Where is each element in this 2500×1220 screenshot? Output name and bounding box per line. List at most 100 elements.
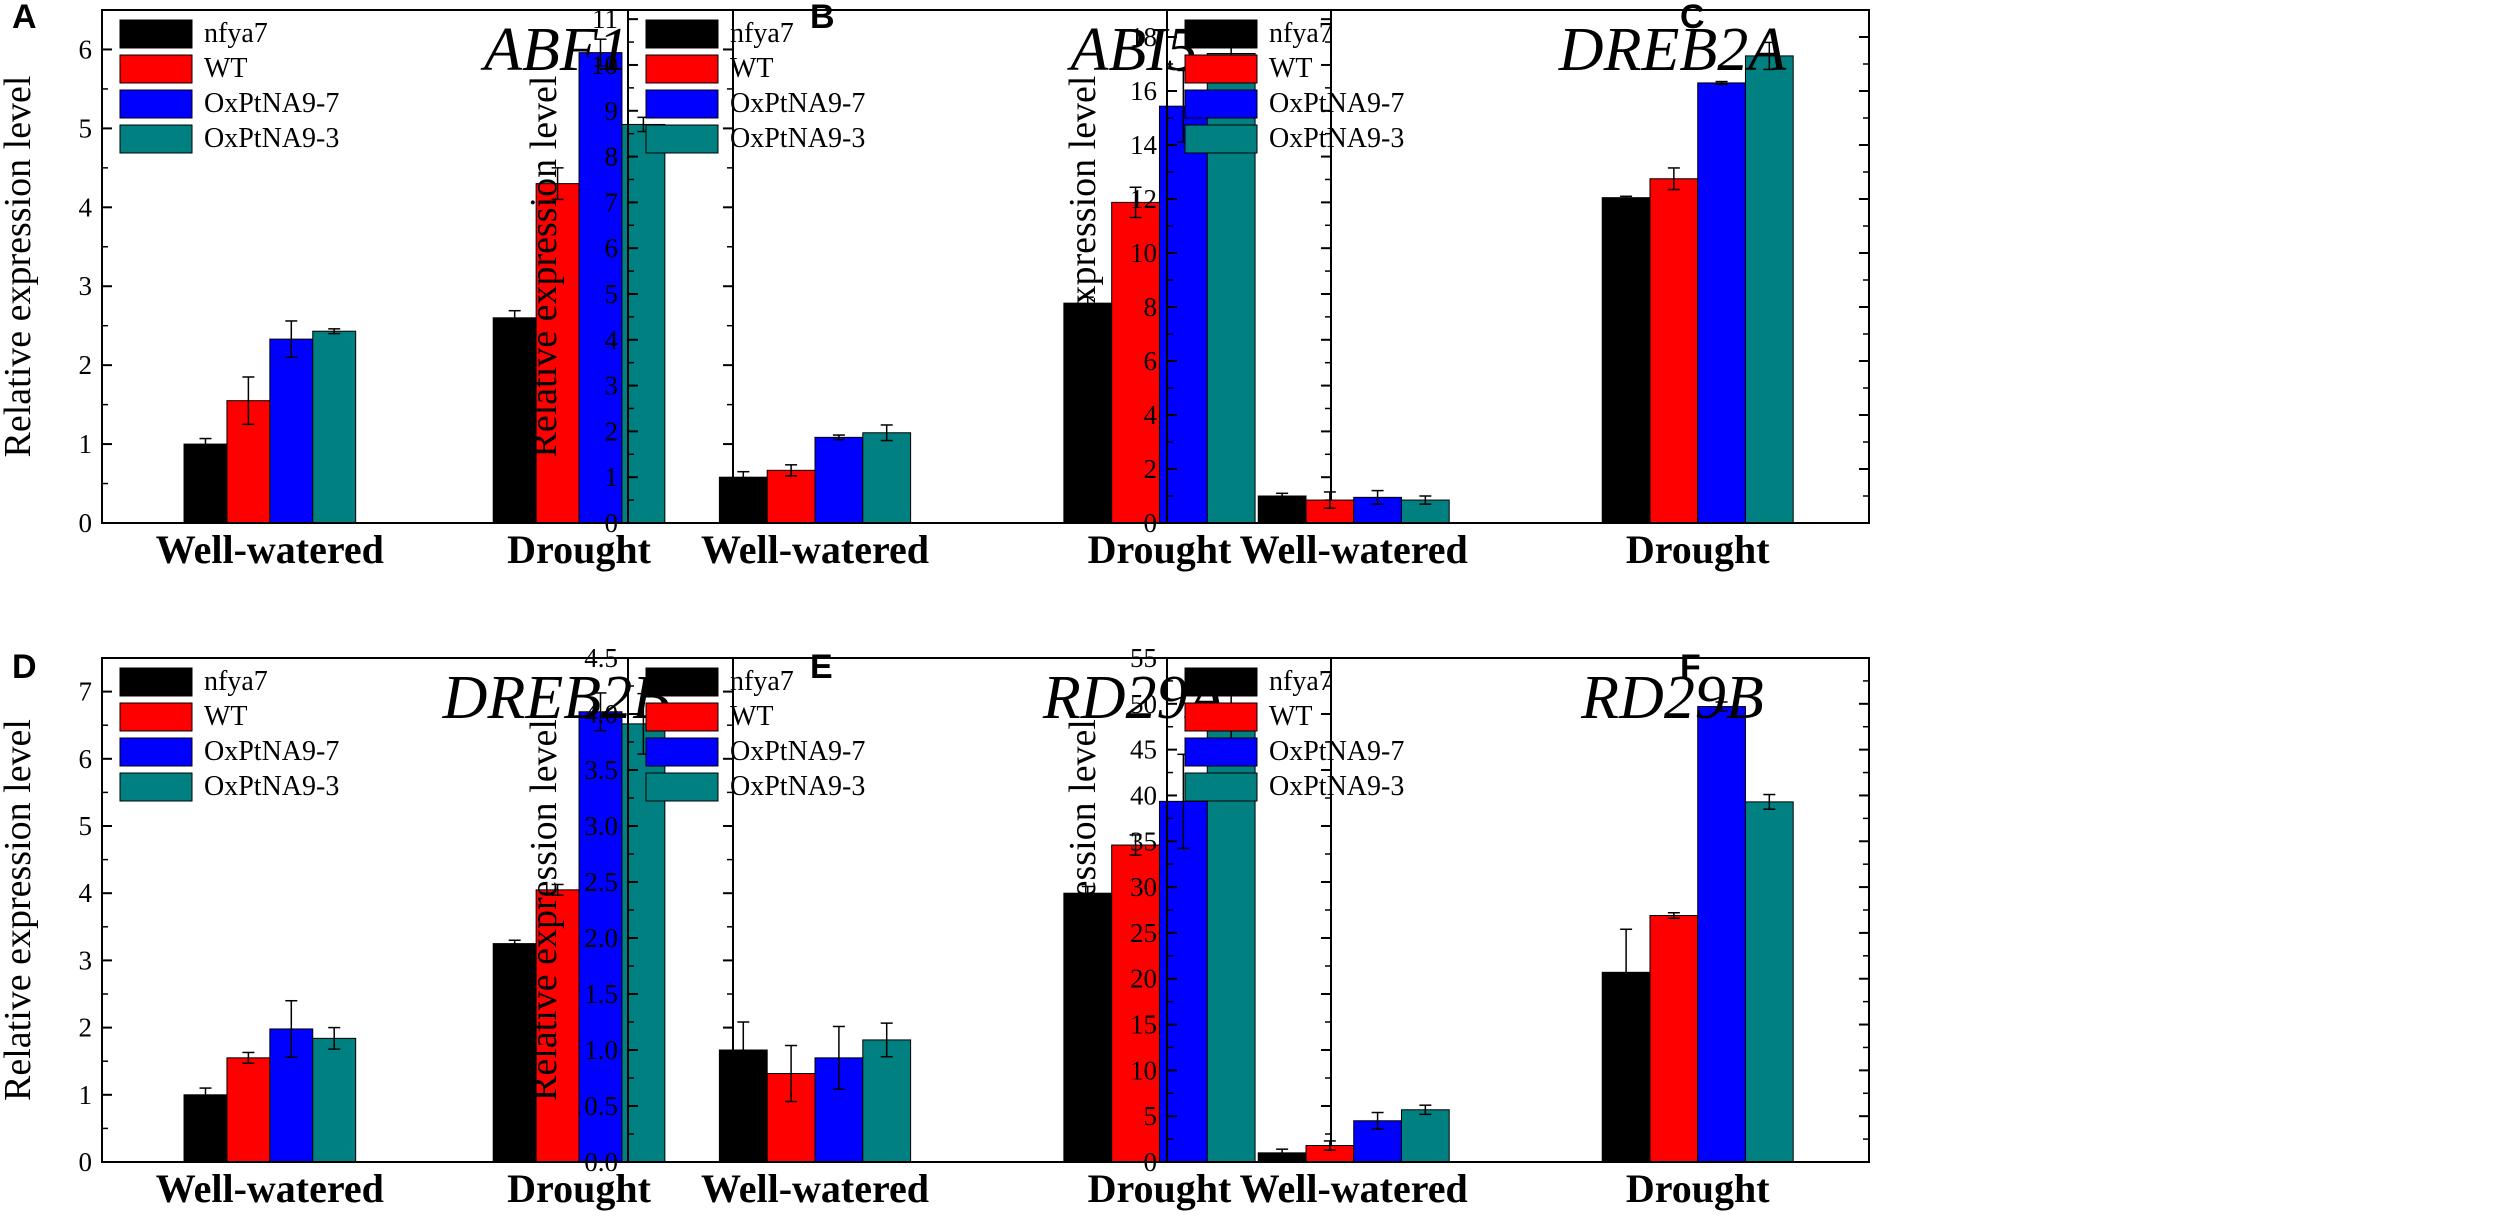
y-tick-label: 3.5 bbox=[584, 755, 618, 785]
gene-title: DREB2A bbox=[1558, 16, 1787, 84]
panel-letter: D bbox=[12, 648, 37, 686]
plot-frame bbox=[1166, 657, 1870, 1163]
bar-oxptna9-3-drought bbox=[1206, 53, 1256, 524]
y-tick-label: 1.5 bbox=[584, 979, 618, 1009]
y-tick-label: 0 bbox=[1144, 508, 1158, 538]
legend-swatch bbox=[645, 124, 719, 154]
y-tick-label: 6 bbox=[79, 34, 93, 64]
panel-letter: A bbox=[12, 0, 37, 36]
y-tick-label: 0.5 bbox=[584, 1091, 618, 1121]
bar-oxptna9-3-well-watered bbox=[1400, 1109, 1450, 1163]
y-tick-label: 7 bbox=[79, 677, 93, 707]
y-tick-label: 3 bbox=[79, 945, 93, 975]
y-tick-label: 1 bbox=[605, 462, 619, 492]
y-tick-label: 2 bbox=[605, 416, 619, 446]
y-tick-label: 0 bbox=[79, 1147, 93, 1177]
category-label: Drought bbox=[507, 1166, 651, 1211]
legend-label: OxPtNA9-3 bbox=[730, 123, 865, 154]
y-tick-label: 9 bbox=[605, 96, 619, 126]
bar-wt-drought bbox=[1649, 914, 1699, 1163]
y-tick-label: 45 bbox=[1130, 735, 1157, 765]
y-tick-label: 4 bbox=[1144, 400, 1158, 430]
y-tick-label: 55 bbox=[1130, 643, 1157, 673]
y-tick-label: 14 bbox=[1130, 130, 1158, 160]
legend-swatch bbox=[1184, 772, 1258, 802]
y-tick-label: 6 bbox=[79, 744, 93, 774]
legend-label: OxPtNA9-3 bbox=[1269, 771, 1404, 802]
panel-letter: C bbox=[1680, 0, 1705, 36]
legend-label: WT bbox=[730, 53, 774, 84]
legend-label: nfya7 bbox=[730, 666, 794, 697]
y-axis-label: Relative expression level bbox=[523, 719, 565, 1101]
bar-oxptna9-7-drought bbox=[1697, 706, 1746, 1163]
category-label: Drought bbox=[1088, 1166, 1232, 1211]
legend-swatch bbox=[119, 667, 193, 697]
legend-label: OxPtNA9-7 bbox=[1269, 88, 1404, 119]
bar-wt-drought bbox=[1649, 178, 1699, 524]
legend-swatch bbox=[119, 702, 193, 732]
legend-label: OxPtNA9-3 bbox=[204, 771, 339, 802]
legend-label: WT bbox=[1269, 53, 1313, 84]
category-label: Well-watered bbox=[156, 1166, 384, 1211]
y-axis-label: Relative expression level bbox=[0, 76, 39, 458]
y-tick-label: 12 bbox=[1130, 184, 1157, 214]
legend-swatch bbox=[119, 772, 193, 802]
y-tick-label: 3 bbox=[79, 271, 93, 301]
legend-swatch bbox=[645, 702, 719, 732]
bar-nfya7-drought bbox=[1601, 197, 1651, 524]
legend-label: WT bbox=[1269, 701, 1313, 732]
bar-wt-well-watered bbox=[226, 1057, 271, 1163]
y-tick-label: 8 bbox=[605, 142, 619, 172]
bar-oxptna9-3-well-watered bbox=[312, 1037, 357, 1163]
y-tick-label: 2 bbox=[1144, 454, 1158, 484]
bar-wt-drought bbox=[535, 183, 580, 524]
category-label: Well-watered bbox=[1240, 1166, 1468, 1211]
legend-swatch bbox=[1184, 19, 1258, 49]
y-tick-label: 4 bbox=[79, 878, 93, 908]
y-tick-label: 10 bbox=[591, 50, 618, 80]
y-tick-label: 0 bbox=[79, 508, 93, 538]
bar-nfya7-well-watered bbox=[1257, 495, 1307, 524]
legend-swatch bbox=[645, 54, 719, 84]
legend-swatch bbox=[1184, 54, 1258, 84]
y-tick-label: 10 bbox=[1130, 1055, 1157, 1085]
legend-swatch bbox=[119, 19, 193, 49]
legend-label: nfya7 bbox=[204, 18, 268, 49]
y-tick-label: 16 bbox=[1130, 76, 1157, 106]
legend-swatch bbox=[119, 124, 193, 154]
y-tick-label: 5 bbox=[79, 811, 93, 841]
category-label: Well-watered bbox=[156, 527, 384, 572]
legend-swatch bbox=[119, 737, 193, 767]
bar-nfya7-well-watered bbox=[183, 1094, 228, 1163]
y-axis-label: Relative expression level bbox=[0, 719, 39, 1101]
y-tick-label: 2.0 bbox=[584, 923, 618, 953]
bar-oxptna9-7-well-watered bbox=[269, 338, 314, 524]
y-tick-label: 15 bbox=[1130, 1010, 1157, 1040]
bar-oxptna9-3-well-watered bbox=[862, 432, 912, 524]
bar-oxptna9-7-drought bbox=[1697, 82, 1746, 524]
y-tick-label: 2 bbox=[79, 350, 93, 380]
y-tick-label: 35 bbox=[1130, 826, 1157, 856]
chart-panel-c: C Relative expression level 0 2 4 6 8 10 12 14 16 1… bbox=[1062, 0, 1870, 572]
y-tick-label: 2.5 bbox=[584, 867, 618, 897]
legend-label: WT bbox=[730, 701, 774, 732]
legend-swatch bbox=[119, 54, 193, 84]
legend-label: nfya7 bbox=[204, 666, 268, 697]
y-tick-label: 6 bbox=[605, 233, 619, 263]
y-tick-label: 4 bbox=[605, 325, 619, 355]
y-axis-label: Relative expression level bbox=[1062, 76, 1104, 458]
legend-label: OxPtNA9-3 bbox=[1269, 123, 1404, 154]
y-tick-label: 0 bbox=[605, 508, 619, 538]
legend-label: nfya7 bbox=[1269, 666, 1333, 697]
panel-letter: E bbox=[810, 648, 833, 686]
y-tick-label: 5 bbox=[605, 279, 619, 309]
legend-swatch bbox=[645, 89, 719, 119]
gene-title: DREB2B bbox=[442, 664, 670, 732]
y-axis-label: Relative expression level bbox=[523, 76, 565, 458]
bar-oxptna9-3-drought bbox=[1744, 801, 1794, 1163]
bar-oxptna9-7-drought bbox=[578, 52, 623, 524]
panel-letter: B bbox=[810, 0, 835, 36]
y-tick-label: 5 bbox=[1144, 1101, 1158, 1131]
y-tick-label: 1 bbox=[79, 1080, 93, 1110]
